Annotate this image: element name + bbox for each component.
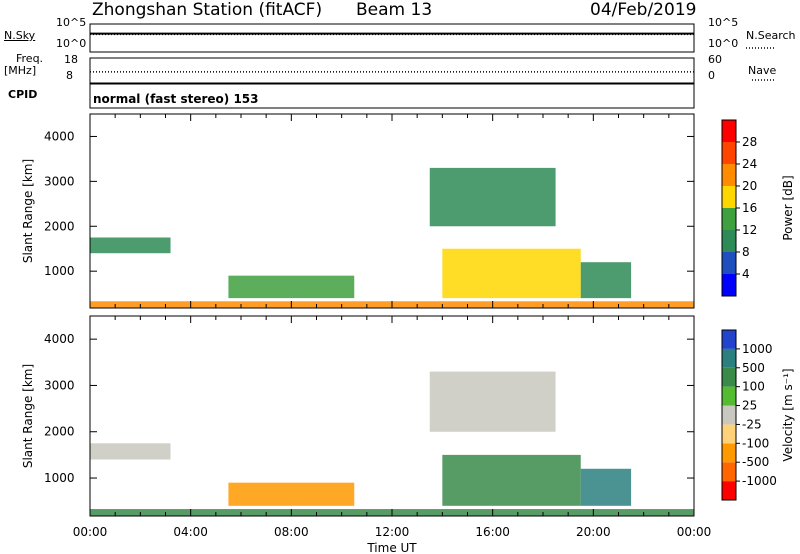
noise-sky-label: N.Sky [4, 29, 36, 42]
power-colorbar-segment [722, 230, 736, 252]
x-tick-label-0: 00:00 [73, 525, 108, 539]
velocity-colorbar-segment [722, 443, 736, 463]
nave-tick-top: 60 [708, 53, 722, 66]
velocity-colorbar-label-3: 25 [742, 399, 757, 413]
power-scatter-region-2 [228, 275, 355, 299]
date-label: 04/Feb/2019 [590, 0, 697, 20]
power-ytick-label-2: 2000 [44, 219, 75, 233]
noise-panel-frame [89, 23, 695, 53]
nave-label: Nave [748, 64, 777, 77]
freq-panel-frame [89, 57, 695, 85]
velocity-colorbar-title: Velocity [m s⁻¹] [781, 368, 795, 461]
power-colorbar-segment [722, 120, 736, 142]
cpid-panel-frame [89, 83, 695, 109]
freq-tick-bottom: 8 [66, 69, 73, 82]
power-colorbar-label-6: 4 [742, 267, 750, 281]
velocity-colorbar-label-6: -500 [742, 455, 769, 469]
noise-right-tick-top: 10^5 [708, 16, 739, 29]
nave-tick-bottom: 0 [708, 69, 715, 82]
power-colorbar-segment [722, 164, 736, 186]
velocity-ytick-label-2: 2000 [44, 425, 75, 439]
freq-label-2: [MHz] [4, 64, 37, 77]
power-scatter-region-5 [580, 262, 632, 299]
power-ylabel: Slant Range [km] [21, 159, 35, 263]
power-colorbar-segment [722, 274, 736, 296]
power-colorbar-label-5: 8 [742, 245, 750, 259]
velocity-colorbar-segment [722, 424, 736, 444]
x-tick-label-5: 20:00 [576, 525, 611, 539]
noise-left-tick-top: 10^5 [56, 16, 87, 29]
freq-label-1: Freq. [16, 52, 44, 65]
velocity-colorbar-label-1: 500 [742, 361, 765, 375]
noise-right-tick-bottom: 10^0 [708, 37, 739, 50]
x-tick-label-3: 12:00 [375, 525, 410, 539]
power-colorbar-label-0: 28 [742, 135, 757, 149]
power-colorbar-label-2: 20 [742, 179, 757, 193]
velocity-scatter-region-3 [429, 371, 556, 432]
velocity-colorbar-segment [722, 405, 736, 425]
velocity-colorbar-frame [721, 329, 737, 501]
velocity-scatter-region-1 [90, 443, 171, 460]
power-colorbar-segment [722, 186, 736, 208]
velocity-colorbar-segment [722, 348, 736, 368]
x-tick-label-4: 16:00 [475, 525, 510, 539]
velocity-colorbar-segment [722, 367, 736, 387]
station-title: Zhongshan Station (fitACF) [92, 0, 323, 20]
cpid-label: CPID [8, 88, 38, 101]
velocity-ytick-label-1: 3000 [44, 378, 75, 392]
power-ytick-label-0: 4000 [44, 129, 75, 143]
velocity-scatter-region-4 [442, 454, 581, 506]
power-colorbar-label-3: 16 [742, 201, 757, 215]
velocity-colorbar-label-0: 1000 [742, 342, 773, 356]
power-colorbar-label-1: 24 [742, 157, 757, 171]
velocity-ytick-label-0: 4000 [44, 332, 75, 346]
power-scatter-region-4 [442, 248, 581, 299]
noise-left-tick-bottom: 10^0 [56, 37, 87, 50]
velocity-colorbar-label-7: -1000 [742, 474, 777, 488]
velocity-colorbar-segment [722, 330, 736, 349]
velocity-scatter-region-2 [228, 482, 355, 506]
power-colorbar-title: Power [dB] [781, 175, 795, 240]
power-scatter-region-1 [90, 237, 171, 254]
velocity-scatter-region-5 [580, 468, 632, 506]
power-scatter-region-3 [429, 167, 556, 227]
x-tick-label-2: 08:00 [274, 525, 309, 539]
velocity-ylabel: Slant Range [km] [21, 364, 35, 468]
beam-label: Beam 13 [356, 0, 433, 20]
power-colorbar-segment [722, 252, 736, 274]
power-ytick-label-3: 1000 [44, 264, 75, 278]
power-ytick-label-1: 3000 [44, 174, 75, 188]
cpid-text: normal (fast stereo) 153 [93, 92, 259, 106]
x-axis-label: Time UT [366, 541, 417, 554]
velocity-colorbar-label-5: -100 [742, 436, 769, 450]
velocity-colorbar-label-2: 100 [742, 380, 765, 394]
freq-tick-top: 18 [64, 53, 78, 66]
velocity-ytick-label-3: 1000 [44, 471, 75, 485]
power-colorbar-label-4: 12 [742, 223, 757, 237]
noise-search-label: N.Search [746, 29, 796, 42]
power-colorbar-segment [722, 208, 736, 230]
x-tick-label-6: 00:00 [677, 525, 712, 539]
x-tick-label-1: 04:00 [173, 525, 208, 539]
velocity-colorbar-segment [722, 386, 736, 406]
velocity-colorbar-label-4: -25 [742, 417, 762, 431]
velocity-colorbar-segment [722, 462, 736, 482]
power-colorbar-segment [722, 142, 736, 164]
velocity-colorbar-segment [722, 481, 736, 500]
